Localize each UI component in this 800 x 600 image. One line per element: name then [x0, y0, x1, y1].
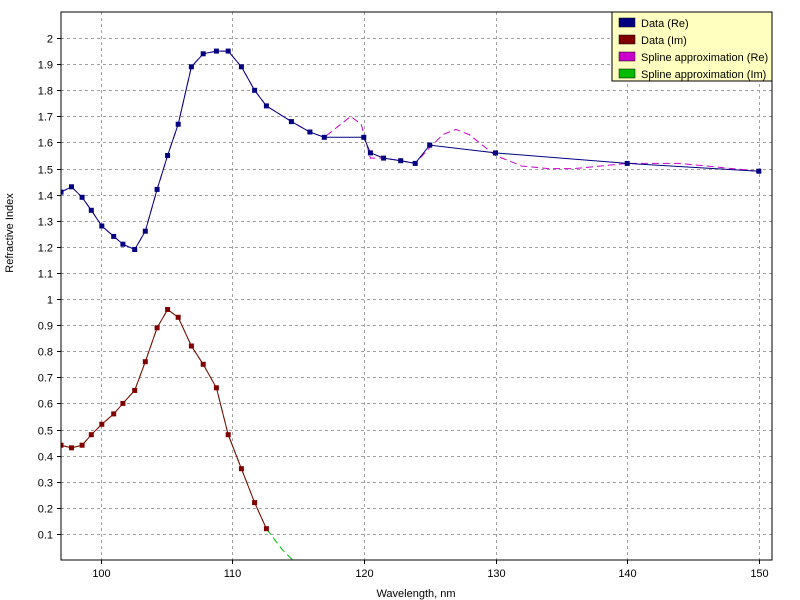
y-tick-label: 1.6 — [38, 138, 53, 150]
data-point-data-im — [238, 466, 244, 472]
data-point-data-re — [120, 241, 126, 247]
data-point-data-re — [427, 142, 433, 148]
plot-frame — [60, 11, 773, 561]
x-tick-label: 110 — [224, 568, 242, 580]
data-point-data-im — [111, 411, 117, 417]
y-tick-label: 2 — [47, 34, 53, 46]
data-point-data-re — [175, 121, 181, 127]
y-tick-label: 0.8 — [38, 347, 53, 359]
plot-area — [61, 12, 772, 560]
y-tick-label: 0.4 — [38, 452, 53, 464]
data-point-data-re — [142, 228, 148, 234]
data-point-data-re — [154, 186, 160, 192]
y-tick-label: 0.7 — [38, 373, 53, 385]
legend-swatch-data-re — [618, 17, 636, 28]
series-line-spline-re — [61, 50, 759, 251]
data-point-data-re — [381, 155, 387, 161]
y-tick-label: 1.7 — [38, 112, 53, 124]
data-point-data-re — [69, 184, 74, 190]
y-tick-label: 1.8 — [38, 86, 53, 98]
data-point-data-re — [412, 160, 418, 166]
y-tick-label: 1.5 — [38, 165, 53, 177]
data-point-data-re — [188, 64, 194, 70]
y-tick-label: 1.4 — [38, 191, 53, 203]
data-point-data-im — [165, 307, 171, 312]
data-point-data-im — [79, 442, 85, 448]
data-point-data-re — [88, 207, 94, 213]
data-point-data-re — [263, 103, 269, 109]
data-point-data-re — [493, 150, 498, 156]
data-point-data-re — [132, 247, 138, 252]
data-point-data-im — [69, 445, 74, 451]
y-tick-label: 0.5 — [38, 426, 53, 438]
data-point-data-im — [225, 432, 231, 438]
data-point-data-re — [213, 48, 219, 54]
legend-label-spline-re: Spline approximation (Re) — [641, 52, 768, 64]
grid-lines — [61, 12, 772, 560]
data-point-data-re — [225, 48, 231, 54]
y-axis-title: Refractive Index — [4, 193, 16, 273]
data-point-data-re — [252, 87, 258, 93]
x-axis-title: Wavelength, nm — [376, 588, 455, 600]
x-tick-label: 130 — [487, 568, 505, 580]
data-point-data-im — [61, 442, 64, 448]
y-tick-label: 1 — [47, 295, 53, 307]
data-point-data-re — [367, 150, 373, 156]
x-tick-label: 150 — [750, 568, 768, 580]
data-point-data-im — [88, 432, 94, 438]
legend: Data (Re) Data (Im) Spline approximation (… — [611, 11, 773, 82]
legend-label-data-re: Data (Re) — [641, 18, 689, 30]
legend-swatch-data-im — [618, 34, 636, 45]
y-tick-label: 0.9 — [38, 321, 53, 333]
data-point-data-re — [99, 223, 105, 229]
data-point-data-re — [200, 51, 206, 57]
y-tick-label: 1.3 — [38, 217, 53, 229]
data-point-data-im — [188, 343, 194, 349]
data-point-data-im — [154, 325, 160, 331]
data-markers — [61, 48, 762, 532]
data-point-data-re — [111, 233, 117, 239]
data-point-data-re — [238, 64, 244, 70]
x-tick-label: 120 — [355, 568, 373, 580]
y-tick-label: 0.3 — [38, 478, 53, 490]
data-point-data-im — [200, 361, 206, 367]
legend-swatch-spline-re — [618, 51, 636, 62]
data-point-data-im — [120, 400, 126, 406]
data-point-data-re — [321, 134, 327, 140]
data-point-data-re — [165, 153, 171, 158]
data-point-data-re — [361, 134, 367, 140]
x-tick-label: 100 — [92, 568, 110, 580]
y-tick-label: 1.2 — [38, 243, 53, 255]
y-tick-label: 0.2 — [38, 504, 53, 516]
legend-box — [611, 11, 773, 82]
axis-ticks: 100 110 120 130 140 150 0.1 0.2 0.3 0.4 0.5 0.6 0.7 0… — [38, 34, 769, 581]
data-point-data-re — [307, 129, 313, 135]
y-tick-label: 1.1 — [38, 269, 53, 281]
data-point-data-im — [132, 387, 138, 393]
data-point-data-re — [288, 119, 294, 125]
data-point-data-re — [79, 194, 85, 200]
legend-label-data-im: Data (Im) — [641, 35, 687, 47]
data-point-data-im — [99, 421, 105, 427]
data-point-data-im — [263, 526, 269, 532]
y-tick-label: 1.9 — [38, 60, 53, 72]
y-tick-label: 0.1 — [38, 530, 53, 542]
data-point-data-im — [213, 385, 219, 391]
x-tick-label: 140 — [618, 568, 636, 580]
data-point-data-im — [252, 500, 258, 506]
data-point-data-im — [142, 359, 148, 365]
data-point-data-re — [398, 158, 404, 164]
legend-swatch-spline-im — [618, 68, 636, 79]
data-point-data-re — [624, 160, 630, 166]
data-point-data-re — [61, 189, 64, 195]
y-tick-label: 0.6 — [38, 399, 53, 411]
data-point-data-re — [756, 168, 762, 174]
legend-label-spline-im: Spline approximation (Im) — [641, 69, 766, 81]
data-point-data-im — [175, 314, 181, 320]
